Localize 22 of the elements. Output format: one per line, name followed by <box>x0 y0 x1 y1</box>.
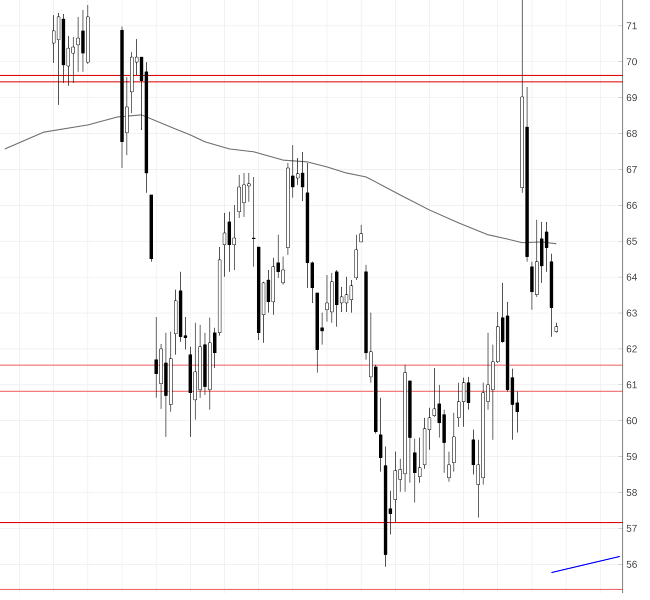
candlestick <box>378 397 382 472</box>
y-tick-label: 70 <box>626 58 637 66</box>
y-tick-label: 67 <box>626 166 637 173</box>
candlestick <box>554 322 558 334</box>
y-tick-label: 64 <box>626 274 638 281</box>
y-tick-label: 66 <box>626 202 637 209</box>
candlestick <box>252 176 256 268</box>
y-tick-label: 60 <box>626 417 637 424</box>
y-tick-label: 71 <box>626 22 637 30</box>
y-tick-label: 62 <box>626 345 637 352</box>
y-tick-label: 61 <box>626 381 637 388</box>
y-tick-label: 68 <box>626 130 637 138</box>
y-tick-label: 69 <box>626 94 637 102</box>
candlestick <box>359 224 363 242</box>
candlestick <box>447 451 451 482</box>
y-tick-label: 56 <box>626 560 637 568</box>
y-tick-label: 65 <box>626 238 637 245</box>
y-tick-label: 58 <box>626 488 637 496</box>
y-tick-label: 59 <box>626 453 637 460</box>
y-tick-label: 63 <box>626 309 637 317</box>
line-series <box>4 114 557 244</box>
y-tick-label: 57 <box>626 524 637 532</box>
